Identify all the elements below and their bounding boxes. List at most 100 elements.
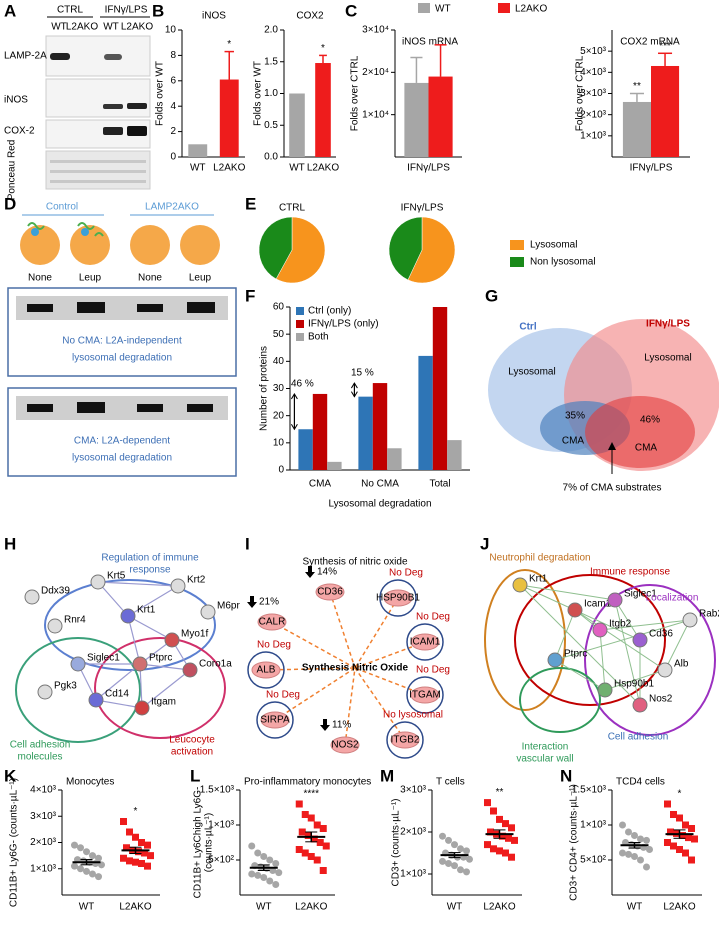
legend-label: WT bbox=[435, 4, 451, 15]
network-edge bbox=[265, 667, 356, 671]
node-status: No Deg bbox=[389, 568, 423, 579]
network-node bbox=[512, 577, 528, 593]
network-node bbox=[632, 697, 648, 713]
y-axis-label: Folds over CTRL bbox=[575, 55, 586, 131]
network-node bbox=[567, 602, 583, 618]
panel-letter: A bbox=[4, 1, 16, 20]
node-ring bbox=[386, 721, 424, 759]
data-point bbox=[505, 834, 512, 842]
node-status: No Deg bbox=[416, 665, 450, 676]
data-point bbox=[682, 821, 689, 829]
decrease-arrow bbox=[320, 719, 330, 731]
pie-title: CTRL bbox=[279, 203, 306, 214]
network-node bbox=[390, 731, 420, 749]
blot-row-label: Ponceau Red bbox=[7, 140, 18, 201]
x-tick-label: WT bbox=[627, 902, 643, 913]
outcome-box bbox=[7, 387, 237, 477]
y-tick-label: 40 bbox=[273, 356, 285, 367]
significance: * bbox=[321, 43, 325, 54]
y-tick-label: 2.0 bbox=[264, 25, 278, 36]
outer-label: Lysosomal bbox=[508, 367, 555, 378]
group-label: Interaction bbox=[522, 742, 569, 753]
chart-title: COX2 mRNA bbox=[620, 37, 680, 48]
legend-swatch bbox=[510, 240, 524, 250]
data-point bbox=[83, 848, 90, 856]
data-point bbox=[625, 828, 632, 836]
x-tick-label: L2AKO bbox=[483, 902, 515, 913]
group-label: LAMP2AKO bbox=[145, 202, 199, 213]
data-point bbox=[319, 825, 327, 832]
significance: * bbox=[134, 806, 138, 817]
group-ellipse bbox=[484, 569, 566, 711]
lane-label: WT bbox=[103, 22, 119, 33]
x-tick-label: L2AKO bbox=[213, 163, 245, 174]
node-label: Alb bbox=[674, 659, 689, 670]
y-axis-label: Number of proteins bbox=[259, 346, 270, 431]
band bbox=[50, 170, 146, 173]
y-tick-label: 1.0 bbox=[264, 88, 278, 99]
x-tick-label: WT bbox=[190, 163, 206, 174]
group-ellipse bbox=[514, 574, 666, 706]
data-point bbox=[670, 811, 677, 818]
data-point bbox=[676, 846, 683, 853]
data-point bbox=[313, 821, 321, 829]
y-tick-label: 1×10³ bbox=[30, 863, 57, 874]
data-point bbox=[622, 839, 629, 846]
node-status: No Deg bbox=[257, 640, 291, 651]
bar bbox=[387, 448, 402, 470]
data-point bbox=[254, 849, 262, 857]
legend-label: Lysosomal bbox=[530, 240, 577, 251]
data-point bbox=[682, 849, 689, 857]
data-point bbox=[625, 850, 632, 858]
network-edge bbox=[614, 599, 641, 706]
band bbox=[187, 404, 213, 412]
network-edge bbox=[271, 621, 356, 669]
band bbox=[137, 404, 163, 412]
substrate bbox=[27, 222, 104, 237]
annotation-arrow-head bbox=[350, 382, 358, 398]
data-point bbox=[304, 832, 312, 839]
node-label: Ptprc bbox=[564, 649, 587, 660]
inner-label: CMA bbox=[562, 436, 585, 447]
node-label: Ptprc bbox=[149, 653, 172, 664]
network-edge bbox=[127, 615, 141, 665]
y-tick-label: 1×10³ bbox=[400, 869, 427, 880]
x-tick-label: L2AKO bbox=[663, 902, 695, 913]
panel-letter: F bbox=[245, 286, 255, 305]
data-point bbox=[138, 839, 145, 846]
node-label: Itgb2 bbox=[609, 619, 632, 630]
network-node bbox=[88, 692, 104, 708]
percent: 46% bbox=[640, 415, 660, 426]
panel-letter: I bbox=[245, 534, 250, 553]
node-label: NOS2 bbox=[331, 740, 359, 751]
network-edge bbox=[95, 663, 141, 701]
y-tick-label: 2×10³ bbox=[580, 109, 607, 120]
network-node bbox=[383, 589, 413, 607]
data-point bbox=[511, 836, 518, 844]
network-edge bbox=[554, 659, 606, 691]
group-ellipse bbox=[44, 579, 216, 671]
data-point bbox=[619, 849, 626, 857]
blot-row-label: LAMP-2A bbox=[4, 51, 47, 62]
y-axis-label: Folds over WT bbox=[155, 61, 166, 126]
x-tick-label: WT bbox=[79, 902, 95, 913]
box-text: lysosomal degradation bbox=[72, 353, 172, 364]
data-point bbox=[664, 839, 671, 846]
panel-letter: K bbox=[4, 766, 17, 785]
node-label: CALR bbox=[259, 617, 286, 628]
chart-title: TCD4 cells bbox=[616, 777, 665, 788]
arrow-head bbox=[608, 442, 616, 450]
blot-row-label: iNOS bbox=[4, 95, 28, 106]
x-tick-label: L2AKO bbox=[307, 163, 339, 174]
network-node bbox=[164, 632, 180, 648]
data-point bbox=[92, 860, 99, 867]
bar bbox=[358, 396, 373, 470]
node-label: Cd36 bbox=[649, 629, 673, 640]
panel-letter: B bbox=[152, 1, 164, 20]
data-point bbox=[484, 799, 491, 807]
network-edge bbox=[599, 629, 606, 691]
group-label: Leucocyte bbox=[169, 735, 215, 746]
data-point bbox=[266, 856, 274, 864]
node-label: SIRPA bbox=[260, 715, 290, 726]
